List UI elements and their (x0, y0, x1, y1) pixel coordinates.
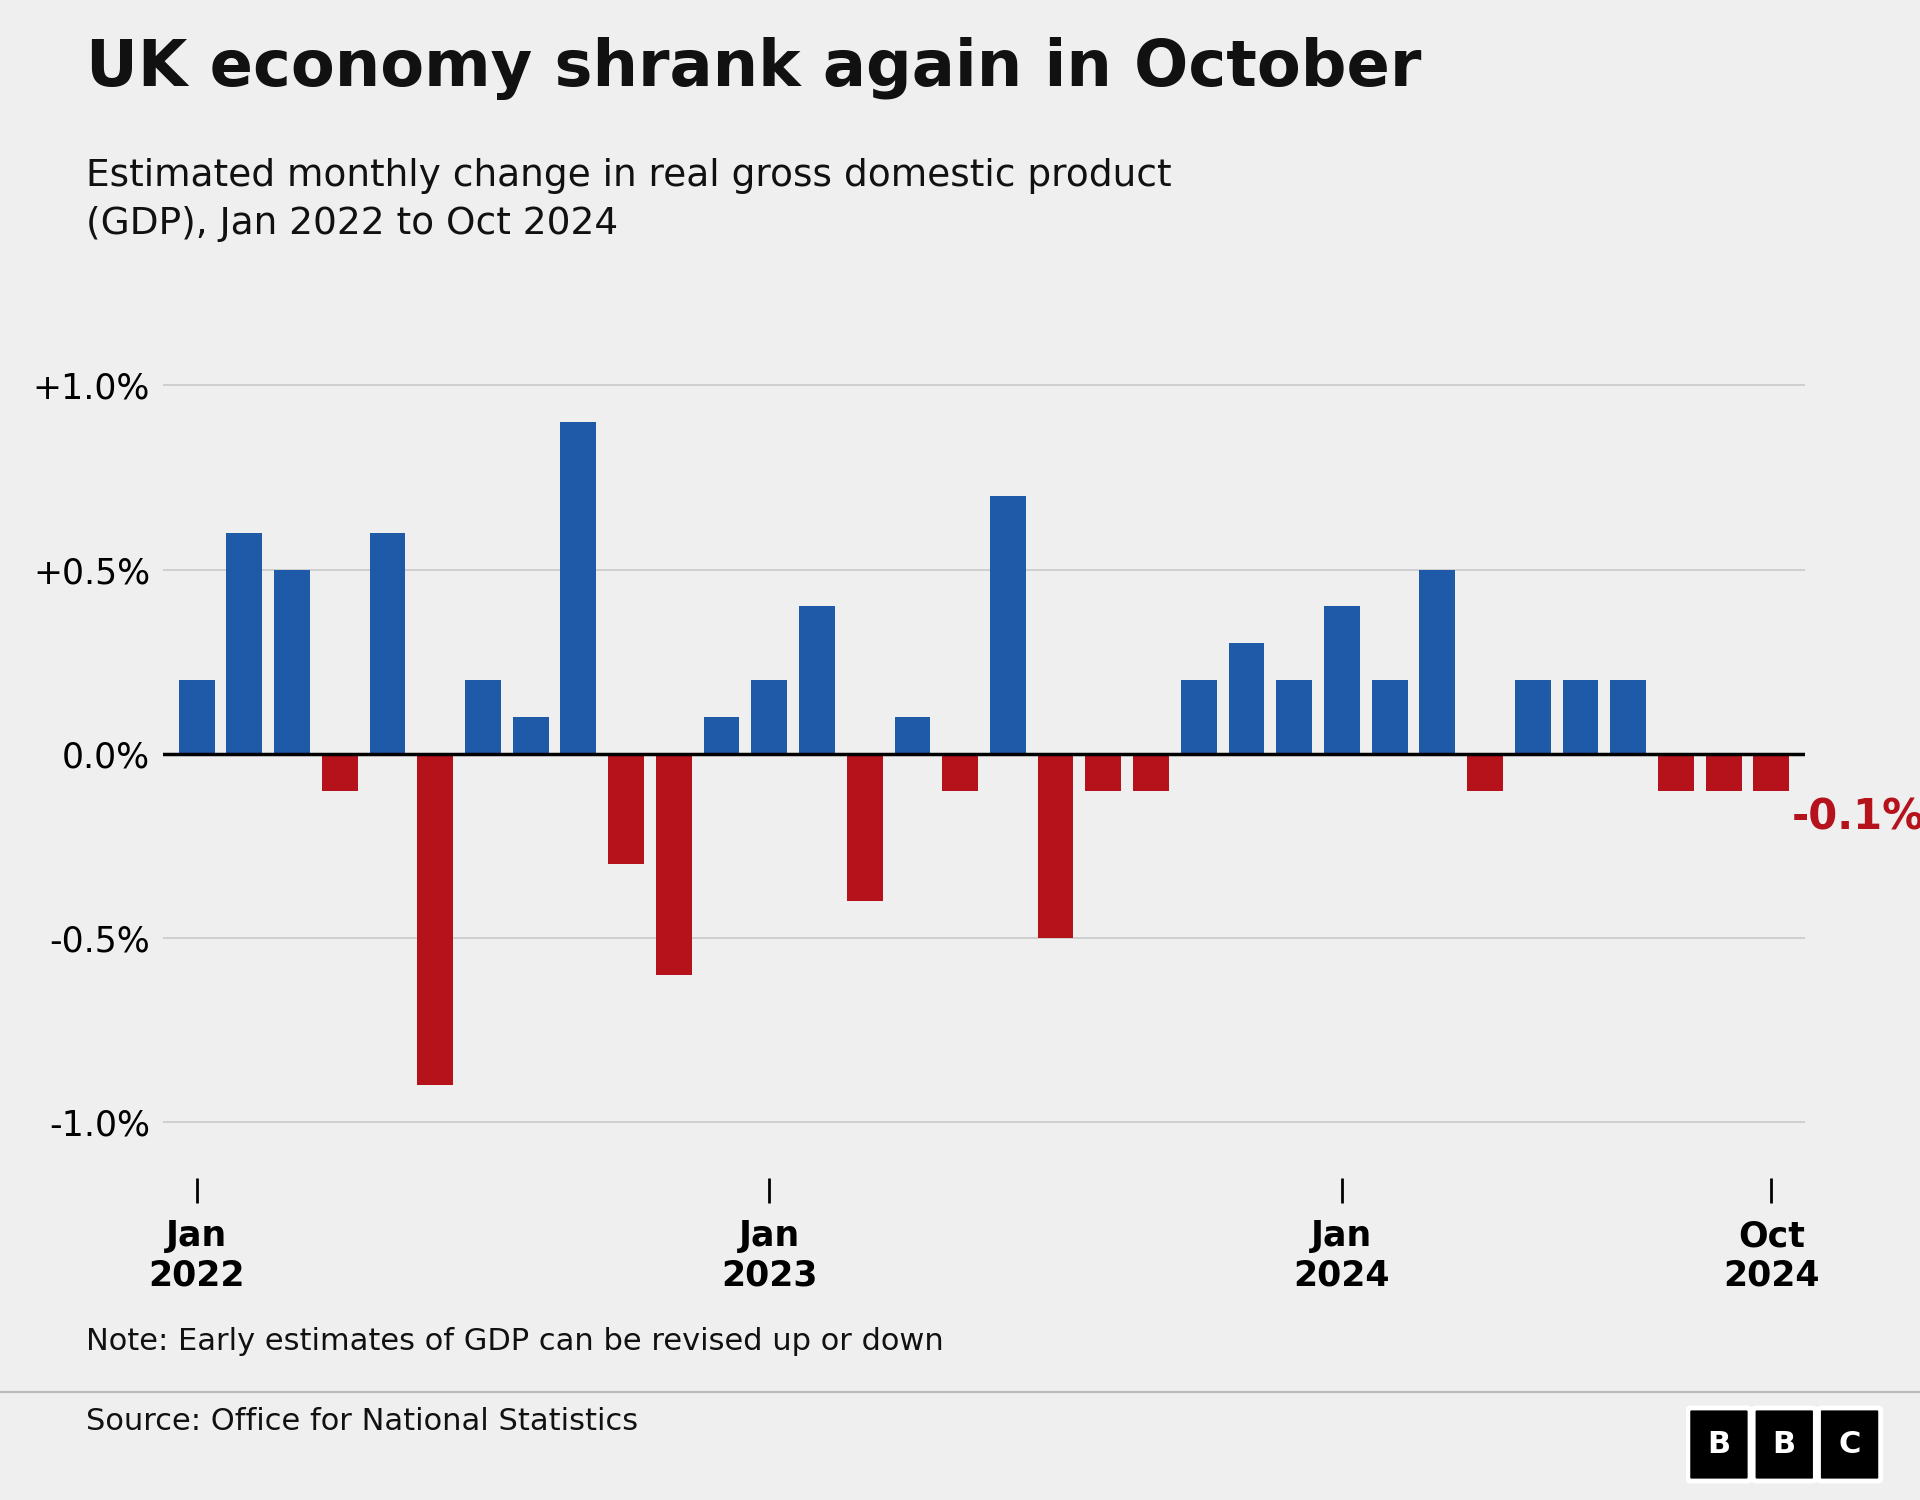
Bar (513, 717, 549, 754)
Bar (179, 680, 215, 754)
Text: B: B (1772, 1430, 1795, 1460)
Bar (1611, 680, 1645, 754)
Bar (799, 606, 835, 754)
Bar (657, 754, 691, 975)
Bar (751, 680, 787, 754)
Bar (323, 754, 357, 790)
FancyBboxPatch shape (1818, 1408, 1882, 1480)
Text: C: C (1837, 1430, 1860, 1460)
Bar (1229, 644, 1265, 754)
Text: Source: Office for National Statistics: Source: Office for National Statistics (86, 1407, 639, 1436)
Bar (1181, 680, 1217, 754)
Bar (1085, 754, 1121, 790)
Text: UK economy shrank again in October: UK economy shrank again in October (86, 38, 1423, 100)
Bar (1325, 606, 1359, 754)
Bar (1705, 754, 1741, 790)
Bar (847, 754, 883, 902)
FancyBboxPatch shape (1688, 1408, 1749, 1480)
Text: -0.1%: -0.1% (1791, 796, 1920, 838)
Bar (417, 754, 453, 1086)
Text: B: B (1707, 1430, 1730, 1460)
Bar (1371, 680, 1407, 754)
Bar (561, 422, 597, 754)
Bar (1515, 680, 1551, 754)
Bar (1133, 754, 1169, 790)
Bar (1277, 680, 1311, 754)
Bar (609, 754, 643, 864)
Bar (1037, 754, 1073, 938)
Bar (227, 532, 263, 754)
Bar (895, 717, 931, 754)
Bar (1419, 570, 1455, 754)
Bar (943, 754, 977, 790)
Bar (1563, 680, 1599, 754)
Bar (1753, 754, 1789, 790)
Bar (1659, 754, 1693, 790)
Bar (465, 680, 501, 754)
Bar (369, 532, 405, 754)
Text: Estimated monthly change in real gross domestic product
(GDP), Jan 2022 to Oct 2: Estimated monthly change in real gross d… (86, 158, 1171, 242)
Bar (703, 717, 739, 754)
Bar (1467, 754, 1503, 790)
Bar (275, 570, 309, 754)
Text: Note: Early estimates of GDP can be revised up or down: Note: Early estimates of GDP can be revi… (86, 1328, 945, 1356)
Bar (991, 496, 1025, 754)
FancyBboxPatch shape (1753, 1408, 1814, 1480)
